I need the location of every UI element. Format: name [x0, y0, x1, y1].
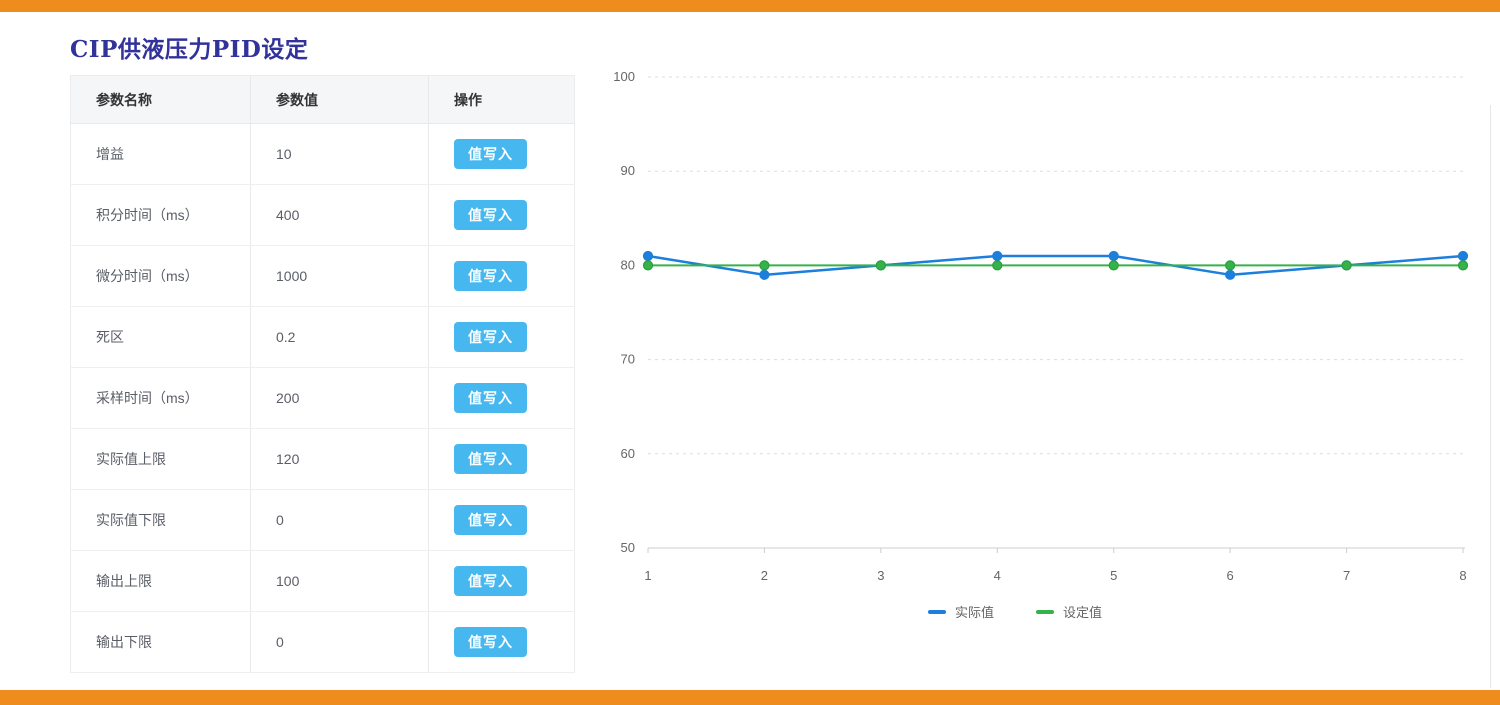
- legend-label: 设定值: [1063, 605, 1103, 620]
- data-point-setpoint: [759, 260, 770, 271]
- table-row: 输出下限 0 值写入: [70, 611, 575, 673]
- top-accent-bar: [0, 0, 1500, 12]
- data-point-actual: [1457, 250, 1469, 262]
- col-header-action: 操作: [428, 75, 575, 124]
- panel-right-border: [1490, 105, 1491, 688]
- bottom-accent-bar: [0, 690, 1500, 705]
- table-row: 增益 10 值写入: [70, 123, 575, 185]
- col-header-param-value: 参数值: [250, 75, 429, 124]
- param-value-cell: 200: [250, 367, 429, 429]
- param-name-cell: 微分时间（ms）: [70, 245, 251, 307]
- param-name-cell: 积分时间（ms）: [70, 184, 251, 246]
- parameters-table: 参数名称 参数值 操作 增益 10 值写入 积分时间（ms） 400 值写入 微分时间（ms…: [70, 75, 575, 673]
- x-tick-label: 8: [1459, 568, 1466, 583]
- y-tick-label: 100: [613, 69, 635, 84]
- param-value-cell: 1000: [250, 245, 429, 307]
- write-value-button[interactable]: 值写入: [454, 627, 527, 657]
- param-name-cell: 增益: [70, 123, 251, 185]
- param-name-cell: 死区: [70, 306, 251, 368]
- action-cell: 值写入: [428, 489, 575, 551]
- legend-label: 实际值: [954, 605, 994, 620]
- action-cell: 值写入: [428, 550, 575, 612]
- action-cell: 值写入: [428, 611, 575, 673]
- x-tick-label: 5: [1110, 568, 1117, 583]
- table-row: 采样时间（ms） 200 值写入: [70, 367, 575, 429]
- param-value-cell: 400: [250, 184, 429, 246]
- param-name-cell: 采样时间（ms）: [70, 367, 251, 429]
- table-row: 实际值下限 0 值写入: [70, 489, 575, 551]
- y-tick-label: 80: [621, 257, 635, 272]
- y-tick-label: 50: [621, 540, 635, 555]
- data-point-actual: [1225, 269, 1236, 280]
- action-cell: 值写入: [428, 123, 575, 185]
- series-line-actual: [646, 254, 1465, 277]
- param-value-cell: 0.2: [250, 306, 429, 368]
- data-point-actual: [1108, 250, 1119, 262]
- data-point-setpoint: [1457, 260, 1469, 271]
- x-tick-label: 6: [1227, 568, 1234, 583]
- table-row: 死区 0.2 值写入: [70, 306, 575, 368]
- data-point-actual: [992, 250, 1003, 262]
- data-point-setpoint: [1341, 260, 1352, 271]
- action-cell: 值写入: [428, 306, 575, 368]
- param-value-cell: 100: [250, 550, 429, 612]
- action-cell: 值写入: [428, 184, 575, 246]
- legend-dash-icon: [927, 609, 946, 614]
- param-name-cell: 实际值上限: [70, 428, 251, 490]
- legend-dash-icon: [1036, 609, 1054, 614]
- legend-item-setpoint[interactable]: 设定值: [1036, 602, 1102, 621]
- x-tick-label: 2: [761, 568, 768, 583]
- data-point-setpoint: [642, 260, 654, 271]
- write-value-button[interactable]: 值写入: [454, 505, 527, 535]
- table-header: 参数名称 参数值 操作: [70, 75, 575, 124]
- param-name-cell: 输出下限: [70, 611, 251, 673]
- data-point-setpoint: [875, 260, 886, 271]
- param-value-cell: 120: [250, 428, 429, 490]
- y-tick-label: 60: [621, 446, 635, 461]
- x-tick-label: 3: [877, 568, 884, 583]
- write-value-button[interactable]: 值写入: [454, 200, 527, 230]
- write-value-button[interactable]: 值写入: [454, 261, 527, 291]
- action-cell: 值写入: [428, 245, 575, 307]
- table-header-row: 参数名称 参数值 操作: [70, 75, 575, 124]
- param-value-cell: 10: [250, 123, 429, 185]
- x-tick-label: 1: [644, 568, 651, 583]
- pid-chart: 50 60 70 80 90 100 1 2 3 4 5 6 7 8: [613, 69, 1469, 583]
- write-value-button[interactable]: 值写入: [454, 139, 527, 169]
- chart-panel: 50 60 70 80 90 100 1 2 3 4 5 6 7 8 实际值 设定值: [575, 0, 1500, 705]
- write-value-button[interactable]: 值写入: [454, 566, 527, 596]
- y-tick-label: 90: [621, 163, 635, 178]
- param-name-cell: 输出上限: [70, 550, 251, 612]
- table-row: 输出上限 100 值写入: [70, 550, 575, 612]
- write-value-button[interactable]: 值写入: [454, 383, 527, 413]
- table-row: 实际值上限 120 值写入: [70, 428, 575, 490]
- write-value-button[interactable]: 值写入: [454, 444, 527, 474]
- table-row: 微分时间（ms） 1000 值写入: [70, 245, 575, 307]
- write-value-button[interactable]: 值写入: [454, 322, 527, 352]
- data-point-setpoint: [992, 260, 1003, 271]
- x-tick-label: 7: [1343, 568, 1350, 583]
- data-point-actual: [642, 250, 654, 262]
- data-point-actual: [759, 269, 770, 280]
- param-name-cell: 实际值下限: [70, 489, 251, 551]
- table-row: 积分时间（ms） 400 值写入: [70, 184, 575, 246]
- chart-legend: 实际值 设定值: [575, 602, 1455, 621]
- x-tick-label: 4: [994, 568, 1001, 583]
- param-value-cell: 0: [250, 489, 429, 551]
- action-cell: 值写入: [428, 367, 575, 429]
- col-header-param-name: 参数名称: [70, 75, 251, 124]
- param-value-cell: 0: [250, 611, 429, 673]
- legend-item-actual[interactable]: 实际值: [927, 602, 994, 621]
- data-point-setpoint: [1108, 260, 1119, 271]
- data-point-setpoint: [1225, 260, 1236, 271]
- action-cell: 值写入: [428, 428, 575, 490]
- y-tick-label: 70: [621, 352, 635, 367]
- page-title: CIP供液压力PID设定: [70, 36, 309, 63]
